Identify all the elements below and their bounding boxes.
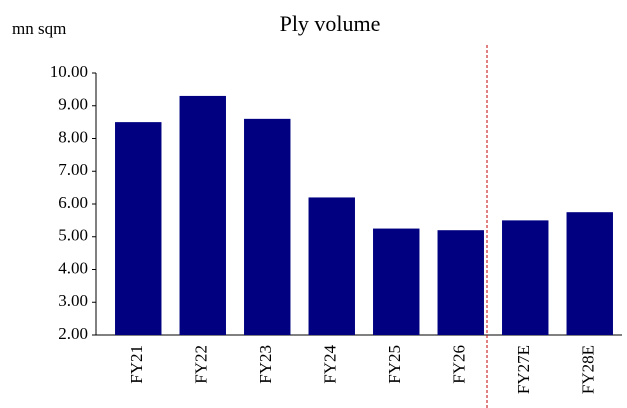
chart-title: Ply volume (280, 11, 381, 36)
y-tick-label: 7.00 (58, 160, 88, 179)
bar (437, 230, 484, 335)
x-tick-label: FY23 (256, 345, 275, 384)
x-tick-label: FY26 (450, 345, 469, 384)
y-tick-label: 6.00 (58, 193, 88, 212)
x-tick-label: FY27E (514, 345, 533, 394)
bar (308, 197, 355, 335)
x-tick-label: FY24 (321, 345, 340, 384)
bar (179, 95, 226, 335)
bar (244, 118, 291, 335)
bar (566, 212, 613, 335)
y-tick-label: 8.00 (58, 127, 88, 146)
bar (115, 122, 162, 335)
y-tick-label: 5.00 (58, 226, 88, 245)
y-tick-label: 10.00 (50, 62, 88, 81)
bar (502, 220, 549, 335)
y-tick-label: 2.00 (58, 324, 88, 343)
bar (373, 228, 420, 335)
x-tick-label: FY21 (127, 345, 146, 384)
x-tick-label: FY28E (579, 345, 598, 394)
y-tick-label: 4.00 (58, 258, 88, 277)
x-tick-label: FY25 (385, 345, 404, 384)
x-tick-label: FY22 (192, 345, 211, 384)
y-tick-label: 9.00 (58, 95, 88, 114)
y-tick-label: 3.00 (58, 291, 88, 310)
y-axis-label: mn sqm (12, 19, 66, 38)
